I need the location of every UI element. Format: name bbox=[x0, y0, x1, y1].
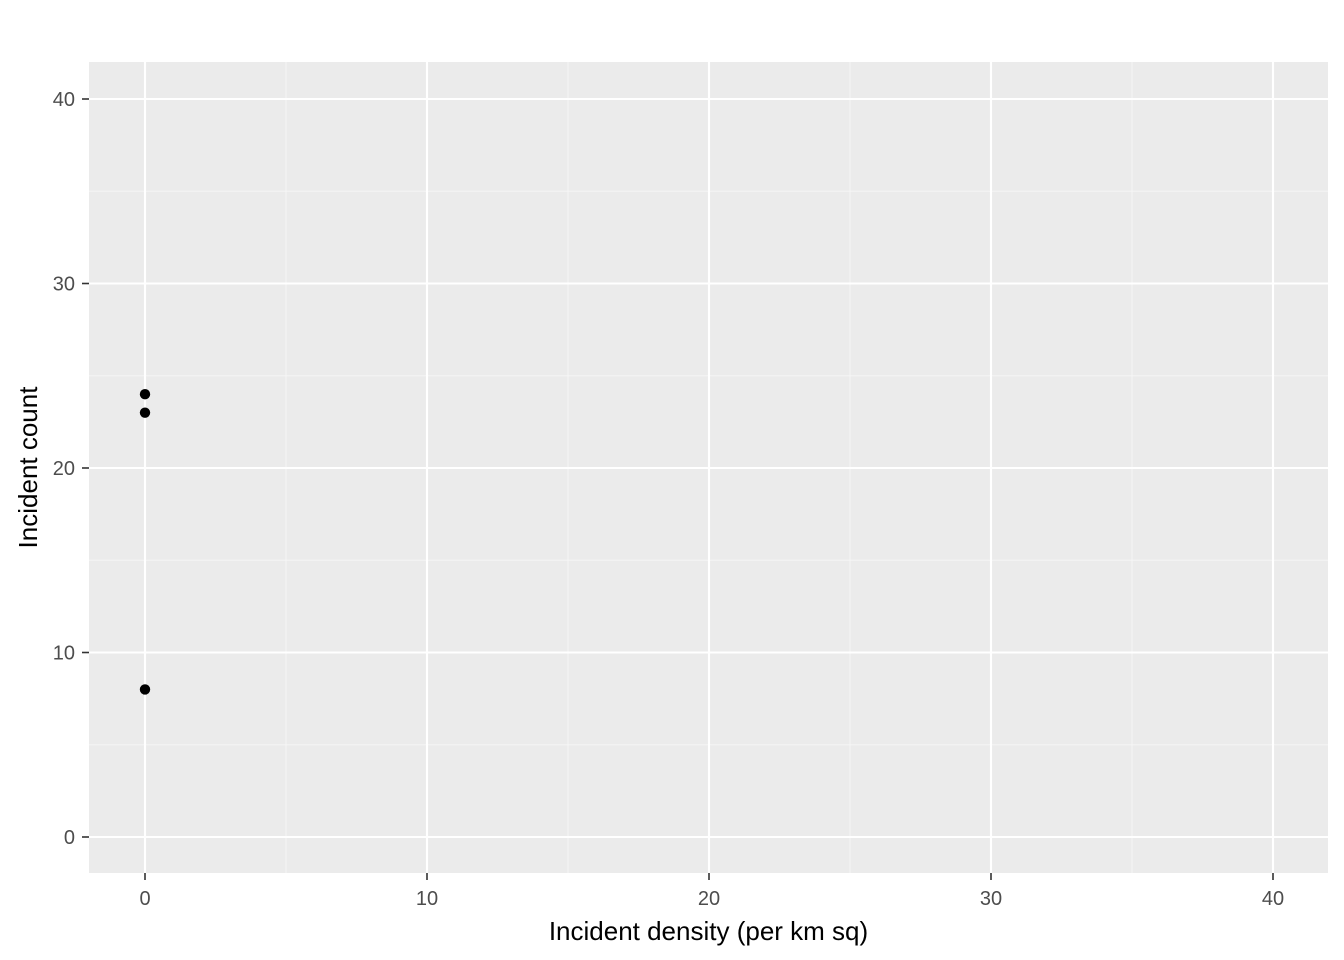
x-tick-label: 40 bbox=[1262, 888, 1284, 910]
major-gridlines bbox=[89, 62, 1328, 873]
y-tick-label: 30 bbox=[53, 274, 75, 296]
data-points bbox=[139, 389, 151, 695]
x-tick-label: 30 bbox=[980, 888, 1002, 910]
x-tick-label: 20 bbox=[698, 888, 720, 910]
y-tick-label: 40 bbox=[53, 89, 75, 111]
x-axis-title: Incident density (per km sq) bbox=[549, 916, 868, 946]
y-axis: 0 10 20 30 40 bbox=[53, 89, 89, 849]
data-point bbox=[139, 684, 151, 695]
y-tick-label: 0 bbox=[64, 827, 75, 849]
y-axis-title: Incident count bbox=[13, 386, 43, 549]
y-tick-label: 20 bbox=[53, 458, 75, 480]
x-tick-label: 0 bbox=[139, 888, 150, 910]
y-tick-label: 10 bbox=[53, 643, 75, 665]
x-tick-label: 10 bbox=[416, 888, 438, 910]
data-point bbox=[139, 407, 151, 418]
data-point bbox=[139, 389, 151, 400]
x-axis: 0 10 20 30 40 bbox=[139, 873, 1284, 910]
